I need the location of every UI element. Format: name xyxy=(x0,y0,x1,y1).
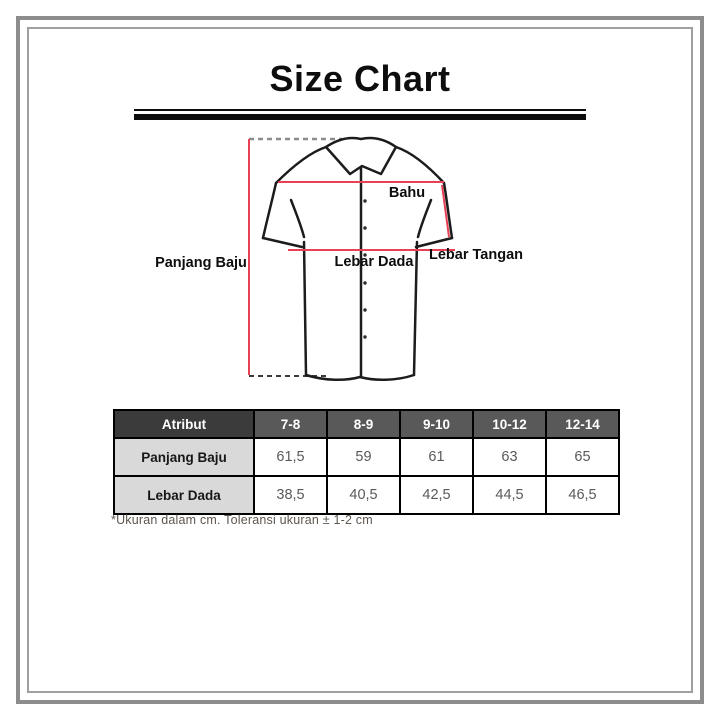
page-frame-outer xyxy=(16,16,704,704)
size-table-header-row: Atribut 7-8 8-9 9-10 10-12 12-14 xyxy=(113,409,620,439)
left-armhole-seam xyxy=(289,198,306,239)
shirt-measurement-diagram: Panjang Baju Bahu Lebar Dada Lebar Tanga… xyxy=(150,125,570,395)
divider-thick-line xyxy=(134,114,586,120)
col-header-12-14: 12-14 xyxy=(545,409,620,439)
size-table: Atribut 7-8 8-9 9-10 10-12 12-14 Panjang… xyxy=(113,409,620,515)
divider-thin-line xyxy=(134,109,586,111)
page-title: Size Chart xyxy=(269,58,451,99)
col-header-atribut: Atribut xyxy=(113,409,255,439)
measurement-lines xyxy=(248,139,455,375)
right-body-side xyxy=(412,240,419,377)
cell-value: 63 xyxy=(472,437,547,477)
sleeve-measure-line xyxy=(441,184,450,238)
cell-value: 44,5 xyxy=(472,475,547,515)
row-label: Lebar Dada xyxy=(113,475,255,515)
right-armhole-seam xyxy=(416,198,433,239)
table-row-panjang-baju: Panjang Baju 61,5 59 61 63 65 xyxy=(113,437,620,477)
collar-top xyxy=(324,136,398,149)
label-panjang-baju: Panjang Baju xyxy=(155,255,247,271)
left-sleeve-outer xyxy=(261,181,278,240)
cell-value: 40,5 xyxy=(326,475,401,515)
cell-value: 65 xyxy=(545,437,620,477)
table-row-lebar-dada: Lebar Dada 38,5 40,5 42,5 44,5 46,5 xyxy=(113,475,620,515)
shirt-outline xyxy=(261,136,454,381)
size-note: *Ukuran dalam cm. Toleransi ukuran ± 1-2… xyxy=(111,513,373,527)
shirt-diagram-svg: Panjang Baju Bahu Lebar Dada Lebar Tanga… xyxy=(155,136,523,381)
col-header-10-12: 10-12 xyxy=(472,409,547,439)
right-shoulder xyxy=(394,145,446,185)
col-header-9-10: 9-10 xyxy=(399,409,474,439)
label-bahu: Bahu xyxy=(389,185,425,201)
cell-value: 61,5 xyxy=(253,437,328,477)
label-lebar-dada: Lebar Dada xyxy=(335,254,415,270)
button-dots xyxy=(363,199,367,339)
row-label: Panjang Baju xyxy=(113,437,255,477)
right-sleeve-outer xyxy=(442,181,454,240)
cell-value: 59 xyxy=(326,437,401,477)
title-divider xyxy=(134,109,586,120)
cell-value: 38,5 xyxy=(253,475,328,515)
col-header-7-8: 7-8 xyxy=(253,409,328,439)
left-cuff xyxy=(261,236,304,249)
label-lebar-tangan: Lebar Tangan xyxy=(429,247,523,263)
collar-wings xyxy=(324,145,398,176)
col-header-8-9: 8-9 xyxy=(326,409,401,439)
left-shoulder xyxy=(274,145,328,185)
cell-value: 42,5 xyxy=(399,475,474,515)
cell-value: 61 xyxy=(399,437,474,477)
left-body-side xyxy=(302,240,308,377)
right-cuff xyxy=(414,236,454,249)
page-frame-inner xyxy=(27,27,693,693)
cell-value: 46,5 xyxy=(545,475,620,515)
